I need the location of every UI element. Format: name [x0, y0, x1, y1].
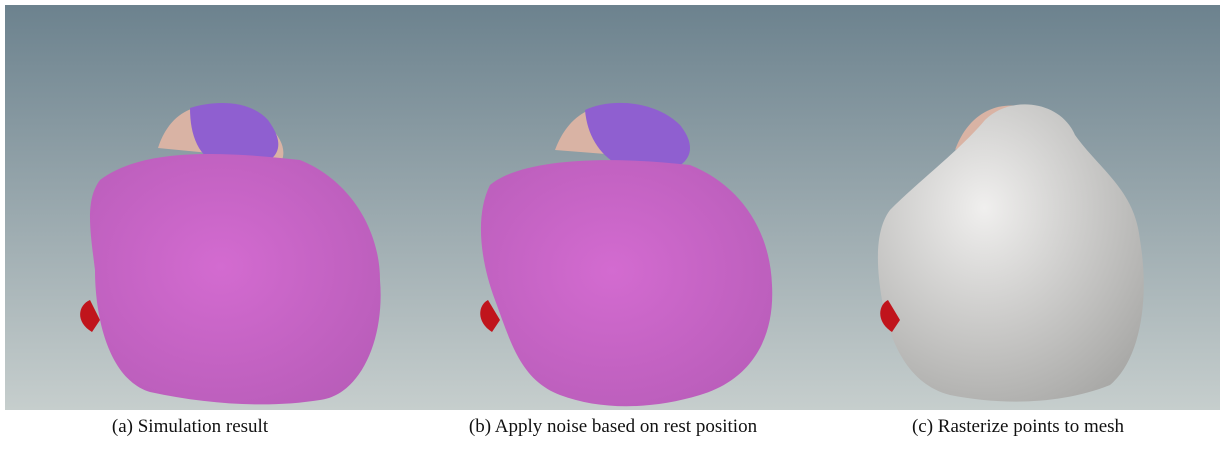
- figure: (a) Simulation result (b) Apply noise ba…: [0, 0, 1225, 449]
- render-image: [0, 0, 1225, 412]
- caption: (a) Simulation result: [112, 416, 268, 438]
- caption: (c) Rasterize points to mesh: [912, 416, 1124, 438]
- caption: (b) Apply noise based on rest position: [469, 416, 757, 438]
